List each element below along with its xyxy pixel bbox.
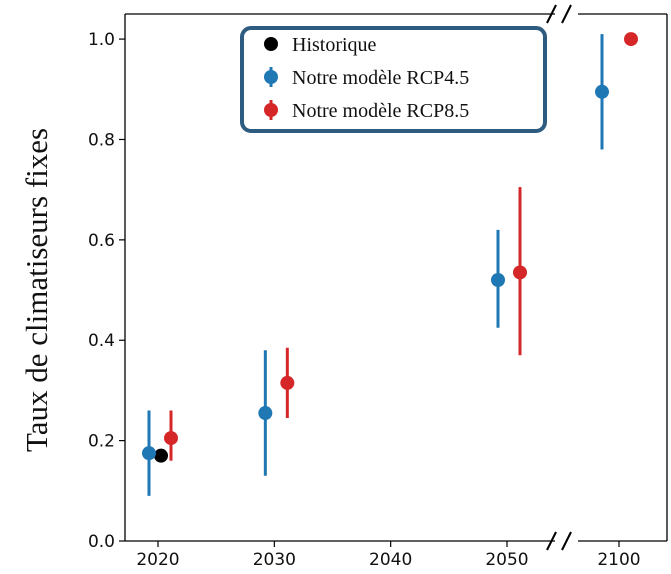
x-tick-label: 2030	[253, 550, 296, 570]
x-tick-label: 2100	[597, 550, 640, 570]
legend-marker	[264, 70, 278, 84]
y-tick-label: 0.6	[88, 231, 115, 251]
point-marker	[491, 273, 505, 288]
point-marker	[595, 84, 609, 99]
legend-entry-3: Notre modèle RCP8.5	[264, 100, 469, 122]
top-break-mark-1	[546, 4, 557, 24]
legend-entry-1: Historique	[264, 34, 377, 56]
legend-label: Historique	[292, 34, 377, 56]
point-marker	[258, 406, 273, 421]
legend-label: Notre modèle RCP4.5	[292, 67, 469, 89]
data-marks	[142, 32, 638, 496]
top-break-mark-2	[561, 4, 572, 24]
legend-box	[240, 26, 547, 133]
y-tick-label: 0.2	[88, 432, 115, 452]
axes-frame	[124, 13, 668, 542]
data-point-2-3	[491, 229, 505, 328]
x-tick-label: 2040	[369, 550, 412, 570]
data-point-3-4	[624, 32, 638, 47]
y-axis-label: Taux de climatiseurs fixes	[19, 128, 54, 452]
y-tick-label: 0.8	[88, 130, 115, 150]
data-point-2-2	[258, 350, 273, 476]
x-tick-label: 2020	[136, 550, 179, 570]
legend-marker	[264, 103, 278, 117]
legend-label: Notre modèle RCP8.5	[292, 100, 469, 122]
point-marker	[164, 431, 178, 446]
legend-marker	[264, 37, 278, 51]
x-tick-label: 2050	[485, 550, 528, 570]
y-tick-label: 0.4	[88, 331, 115, 351]
data-point-1-1	[154, 448, 168, 463]
data-point-2-1	[142, 410, 156, 496]
data-point-3-2	[280, 347, 295, 419]
data-point-2-4	[595, 34, 609, 150]
axis-break-marks	[546, 4, 572, 551]
point-marker	[624, 32, 638, 47]
point-marker	[142, 446, 156, 461]
legend: Historique Notre modèle RCP4.5 Notre modèl…	[240, 26, 547, 133]
data-point-3-3	[513, 187, 527, 356]
y-tick-label: 1.0	[88, 30, 115, 50]
point-marker	[513, 265, 527, 280]
legend-entry-2: Notre modèle RCP4.5	[264, 67, 469, 89]
y-tick-label: 0.0	[88, 532, 115, 552]
point-marker	[154, 448, 168, 463]
bottom-break-mark-2	[561, 531, 572, 551]
y-axis-ticks: 0.0 0.2 0.4 0.6 0.8 1.0	[88, 30, 125, 552]
bottom-break-mark-1	[546, 531, 557, 551]
x-axis-ticks: 2020 2030 2040 2050 2100	[136, 541, 641, 570]
data-point-3-1	[164, 410, 178, 461]
point-marker	[280, 375, 295, 390]
